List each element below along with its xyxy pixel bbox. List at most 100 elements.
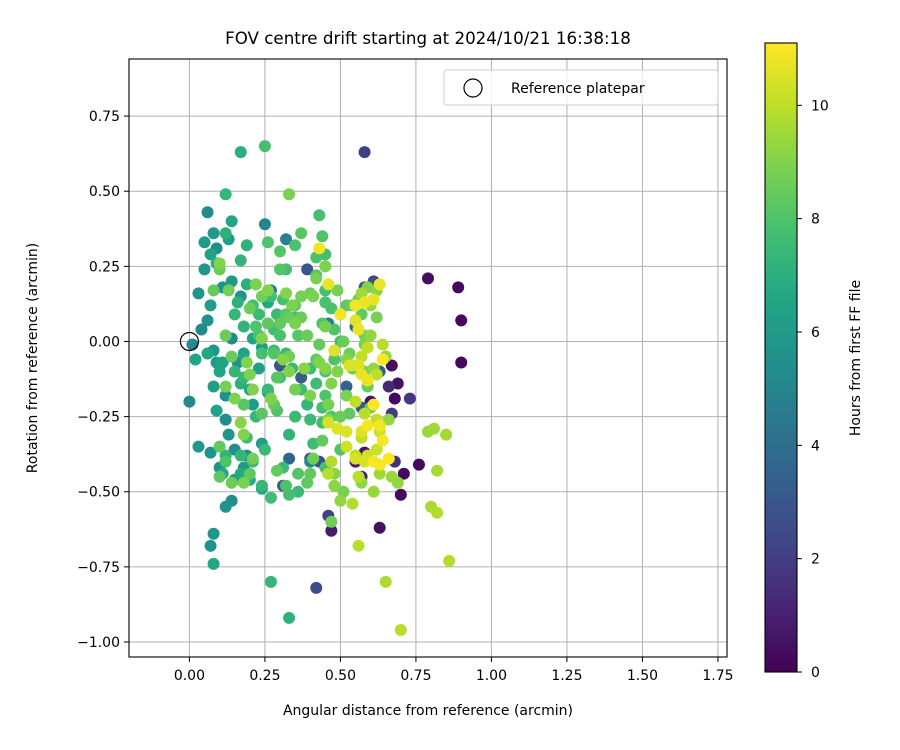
scatter-point (428, 422, 441, 435)
scatter-point (376, 353, 389, 366)
scatter-point (382, 452, 395, 465)
scatter-point (358, 407, 371, 420)
scatter-point (452, 281, 465, 294)
x-tick-label: 1.25 (551, 668, 582, 684)
scatter-point (204, 248, 217, 261)
scatter-point (243, 302, 256, 315)
colorbar-tick-label: 2 (811, 552, 820, 568)
scatter-point (301, 476, 314, 489)
legend: Reference platepar (443, 69, 719, 106)
scatter-point (186, 338, 199, 351)
scatter-point (258, 443, 271, 456)
scatter-point (361, 374, 374, 387)
scatter-point (412, 458, 425, 471)
scatter-point (252, 308, 265, 321)
scatter-point (204, 539, 217, 552)
scatter-point (210, 404, 223, 417)
scatter-point (388, 392, 401, 405)
scatter-point (340, 389, 353, 402)
scatter-point (234, 449, 247, 462)
scatter-point (292, 329, 305, 342)
scatter-point (201, 314, 214, 327)
legend-open-circle-icon (463, 78, 483, 98)
scatter-point (292, 485, 305, 498)
scatter-point (234, 254, 247, 267)
scatter-point (219, 380, 232, 393)
scatter-point (355, 287, 368, 300)
y-tick-label: −0.50 (77, 485, 120, 501)
scatter-point (228, 365, 241, 378)
scatter-point (274, 329, 287, 342)
scatter-point (310, 251, 323, 264)
scatter-point (385, 359, 398, 372)
scatter-point (361, 341, 374, 354)
scatter-point (325, 302, 338, 315)
x-tick-label: 1.00 (476, 668, 507, 684)
scatter-point (352, 323, 365, 336)
scatter-point (376, 434, 389, 447)
scatter-point (370, 311, 383, 324)
scatter-point (361, 419, 374, 432)
scatter-point (334, 494, 347, 507)
scatter-point (364, 329, 377, 342)
y-tick-label: −0.75 (77, 560, 120, 576)
scatter-point (349, 314, 362, 327)
scatter-point (328, 323, 341, 336)
scatter-point (373, 419, 386, 432)
scatter-point (301, 329, 314, 342)
scatter-point (304, 389, 317, 402)
scatter-point (216, 356, 229, 369)
scatter-point (394, 623, 407, 636)
scatter-point (246, 452, 259, 465)
reference-platepar-marker (179, 331, 200, 352)
scatter-point (270, 371, 283, 384)
scatter-point (340, 440, 353, 453)
y-tick-label: −0.25 (77, 410, 120, 426)
scatter-point (331, 284, 344, 297)
scatter-point (322, 398, 335, 411)
scatter-point (207, 284, 220, 297)
scatter-point (313, 338, 326, 351)
scatter-point (255, 479, 268, 492)
scatter-point (234, 467, 247, 480)
scatter-point (289, 383, 302, 396)
scatter-point (331, 422, 344, 435)
scatter-point (274, 317, 287, 330)
scatter-point (455, 314, 468, 327)
colorbar-tick-label: 4 (811, 438, 820, 454)
scatter-point (258, 218, 271, 231)
scatter-point (204, 446, 217, 459)
scatter-point (367, 398, 380, 411)
scatter-point (207, 380, 220, 393)
scatter-point (307, 437, 320, 450)
scatter-point (213, 365, 226, 378)
x-tick-label: 0.25 (249, 668, 280, 684)
scatter-point (373, 278, 386, 291)
scatter-point (352, 470, 365, 483)
scatter-point (207, 227, 220, 240)
scatter-point (337, 485, 350, 498)
scatter-point (322, 278, 335, 291)
scatter-point (264, 491, 277, 504)
scatter-point (349, 452, 362, 465)
scatter-point (219, 389, 232, 402)
scatter-point (304, 413, 317, 426)
scatter-point (264, 392, 277, 405)
scatter-point (249, 320, 262, 333)
legend-label: Reference platepar (511, 81, 645, 97)
scatter-point (225, 275, 238, 288)
scatter-point (213, 470, 226, 483)
scatter-point (367, 455, 380, 468)
scatter-point (246, 383, 259, 396)
scatter-point (283, 611, 296, 624)
scatter-point (289, 239, 302, 252)
scatter-point (310, 272, 323, 285)
scatter-point (295, 227, 308, 240)
scatter-point (249, 278, 262, 291)
scatter-point (219, 329, 232, 342)
scatter-point (358, 455, 371, 468)
scatter-point (219, 455, 232, 468)
scatter-point (225, 476, 238, 489)
scatter-point (219, 413, 232, 426)
